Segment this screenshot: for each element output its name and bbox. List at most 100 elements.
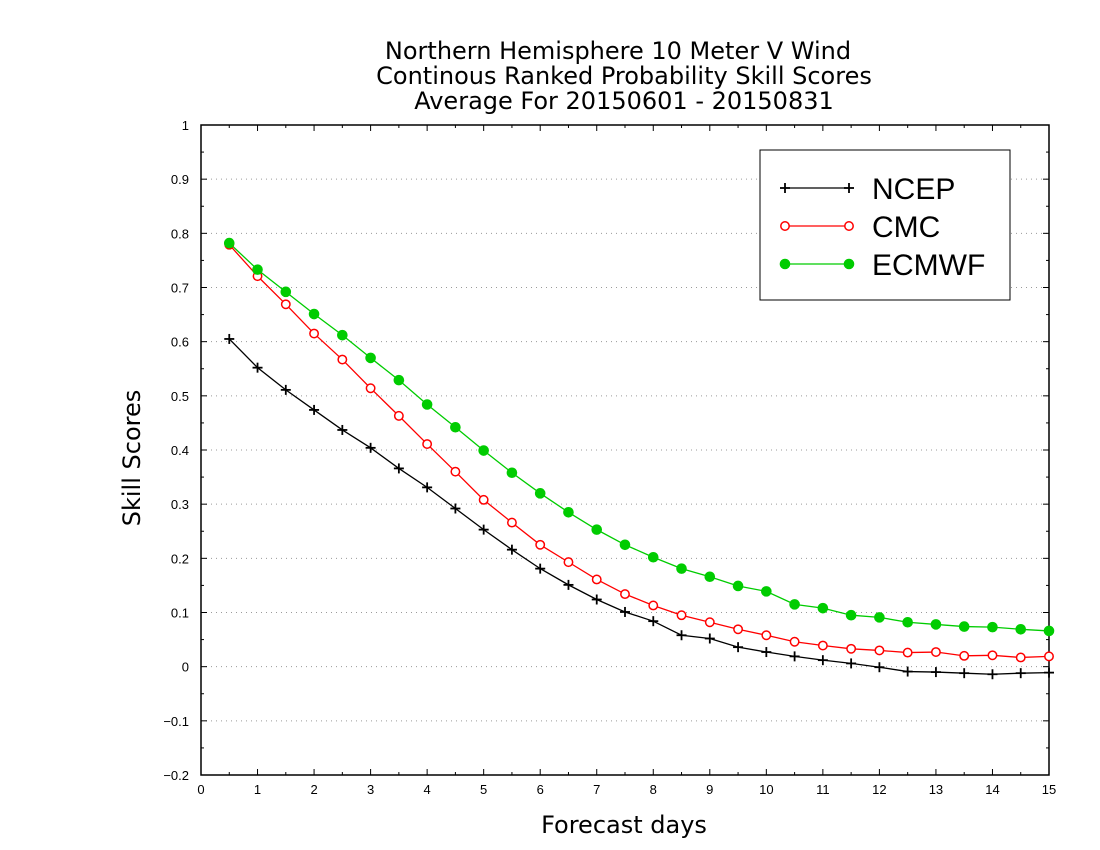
data-point-ncep bbox=[365, 442, 376, 453]
y-tick-label: 0 bbox=[182, 660, 189, 675]
x-axis-label: Forecast days bbox=[541, 811, 707, 839]
data-point-cmc bbox=[987, 650, 998, 661]
data-point-ecmwf bbox=[308, 308, 320, 320]
data-point-cmc bbox=[902, 647, 913, 658]
y-tick-label: 0.1 bbox=[171, 606, 189, 621]
data-point-ecmwf bbox=[280, 286, 292, 298]
series-layer bbox=[223, 237, 1055, 680]
data-point-cmc bbox=[1015, 652, 1026, 663]
legend-label-ncep: NCEP bbox=[872, 173, 955, 206]
data-point-cmc bbox=[591, 574, 602, 585]
data-point-ncep bbox=[563, 579, 574, 590]
data-point-ecmwf bbox=[845, 609, 857, 621]
legend-marker-cmc bbox=[780, 221, 790, 231]
data-point-cmc bbox=[1044, 651, 1054, 662]
x-tick-label: 10 bbox=[759, 782, 773, 797]
y-tick-label: −0.1 bbox=[163, 714, 189, 729]
y-axis: −0.2 −0.1 0 0.1 0.2 0.3 0.4 0.5 0.6 0.7 0.8 0.9 1 bbox=[163, 118, 1049, 783]
x-tick-label: 11 bbox=[816, 782, 830, 797]
series-ecmwf bbox=[223, 237, 1055, 637]
legend-label-ecmwf: ECMWF bbox=[872, 249, 985, 282]
x-tick-label: 6 bbox=[537, 782, 544, 797]
data-point-ncep bbox=[337, 424, 348, 435]
data-point-ecmwf bbox=[534, 488, 546, 499]
y-tick-label: 0.8 bbox=[171, 226, 189, 241]
chart-title-line-2: Continous Ranked Probability Skill Score… bbox=[376, 62, 872, 90]
data-point-cmc bbox=[930, 647, 941, 657]
y-tick-label: 0.2 bbox=[171, 551, 189, 566]
legend-marker-ecmwf bbox=[779, 258, 791, 270]
data-point-ncep bbox=[422, 482, 433, 493]
data-point-ecmwf bbox=[421, 399, 433, 410]
x-tick-label: 15 bbox=[1042, 782, 1056, 797]
data-point-ecmwf bbox=[987, 621, 998, 633]
legend-item-ncep: NCEP bbox=[780, 173, 955, 206]
data-point-cmc bbox=[393, 410, 404, 421]
x-tick-label: 13 bbox=[929, 782, 943, 797]
data-point-ecmwf bbox=[789, 599, 800, 610]
data-point-ncep bbox=[817, 655, 828, 666]
data-point-cmc bbox=[309, 328, 320, 339]
x-tick-label: 14 bbox=[985, 782, 999, 797]
x-tick-label: 1 bbox=[254, 782, 261, 797]
data-point-ecmwf bbox=[704, 571, 716, 583]
data-point-ncep bbox=[789, 651, 800, 662]
data-point-cmc bbox=[704, 617, 715, 628]
y-tick-label: 0.7 bbox=[171, 281, 189, 296]
legend: NCEP CMC ECMWF bbox=[759, 149, 1011, 301]
data-point-ecmwf bbox=[337, 329, 348, 341]
legend-box bbox=[759, 149, 1011, 301]
data-point-ncep bbox=[252, 362, 263, 373]
y-tick-label: 0.9 bbox=[171, 172, 189, 187]
legend-marker-ncep bbox=[780, 183, 790, 193]
y-tick-label: 0.4 bbox=[171, 443, 189, 458]
data-point-ecmwf bbox=[506, 467, 518, 479]
legend-item-ecmwf: ECMWF bbox=[779, 249, 985, 282]
series-ncep bbox=[224, 333, 1054, 680]
y-tick-label: 0.6 bbox=[171, 335, 189, 350]
data-point-ecmwf bbox=[478, 445, 489, 456]
data-point-cmc bbox=[450, 466, 461, 477]
data-point-ncep bbox=[902, 666, 913, 677]
y-axis-label: Skill Scores bbox=[118, 390, 146, 527]
y-tick-label: 0.5 bbox=[171, 389, 189, 404]
data-point-ecmwf bbox=[647, 551, 659, 563]
data-point-ecmwf bbox=[223, 237, 235, 249]
data-point-ncep bbox=[591, 594, 602, 605]
series-cmc bbox=[224, 239, 1054, 663]
data-point-ecmwf bbox=[563, 506, 574, 518]
data-point-cmc bbox=[789, 636, 800, 647]
data-point-ecmwf bbox=[365, 352, 376, 364]
y-tick-label: 1 bbox=[182, 118, 189, 133]
data-point-cmc bbox=[478, 494, 489, 505]
legend-label-cmc: CMC bbox=[872, 211, 940, 244]
data-point-cmc bbox=[563, 557, 574, 568]
x-tick-label: 9 bbox=[706, 782, 713, 797]
data-point-ecmwf bbox=[450, 421, 461, 433]
data-point-ncep bbox=[959, 668, 970, 679]
x-tick-label: 7 bbox=[593, 782, 600, 797]
data-point-ecmwf bbox=[676, 563, 687, 574]
data-point-cmc bbox=[337, 354, 348, 365]
data-point-cmc bbox=[620, 589, 630, 600]
data-point-ecmwf bbox=[958, 621, 970, 632]
data-point-ncep bbox=[224, 333, 235, 344]
x-tick-label: 0 bbox=[197, 782, 204, 797]
legend-marker-ncep bbox=[844, 183, 854, 193]
data-point-cmc bbox=[365, 383, 376, 394]
data-point-ncep bbox=[676, 630, 687, 641]
data-point-ncep bbox=[930, 667, 941, 678]
data-point-cmc bbox=[874, 645, 885, 656]
x-tick-label: 5 bbox=[480, 782, 487, 797]
legend-item-cmc: CMC bbox=[780, 211, 940, 244]
series-line-ecmwf bbox=[228, 242, 1050, 632]
data-point-ncep bbox=[535, 563, 546, 574]
data-point-ncep bbox=[280, 384, 291, 395]
data-point-ncep bbox=[309, 404, 320, 415]
data-point-ncep bbox=[478, 524, 489, 535]
data-point-ncep bbox=[987, 669, 998, 680]
data-point-ecmwf bbox=[393, 374, 405, 386]
data-point-ecmwf bbox=[619, 539, 631, 551]
data-point-cmc bbox=[280, 299, 291, 310]
data-point-ncep bbox=[620, 606, 630, 617]
